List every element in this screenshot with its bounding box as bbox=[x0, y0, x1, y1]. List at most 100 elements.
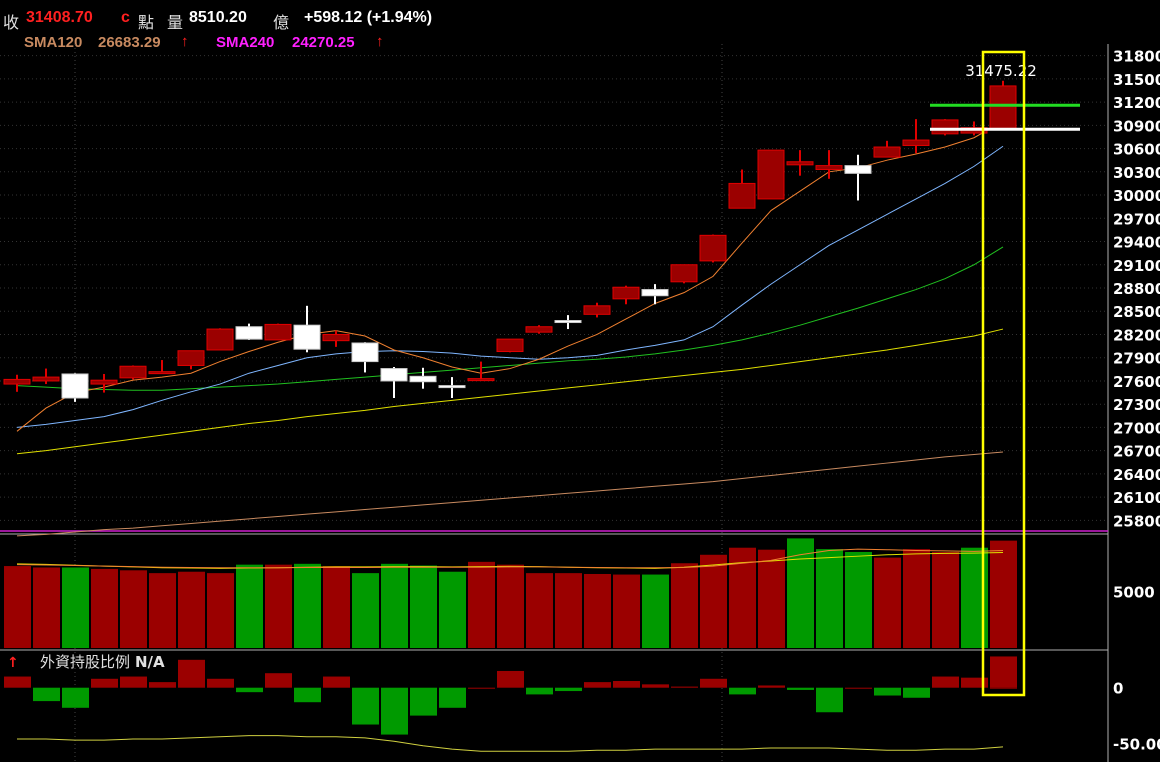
candle-body bbox=[583, 305, 611, 315]
price-tick-label: 27000 bbox=[1113, 419, 1160, 437]
volume-label: 量 bbox=[167, 15, 184, 32]
candle-body bbox=[989, 85, 1017, 130]
volume-bar bbox=[700, 554, 727, 648]
candle-body bbox=[757, 149, 785, 200]
candle-body bbox=[380, 368, 408, 382]
indicator-pane: 外資持股比例 N/A ↑ bbox=[4, 653, 1017, 752]
indicator-bar bbox=[671, 686, 698, 688]
candle-body bbox=[90, 379, 118, 385]
volume-bar bbox=[410, 565, 437, 648]
indicator-bar bbox=[468, 687, 495, 689]
volume-bar bbox=[62, 567, 89, 648]
indicator-bar bbox=[526, 687, 553, 695]
volume-bar bbox=[874, 557, 901, 648]
indicator-bar bbox=[932, 676, 959, 688]
volume-bar bbox=[439, 571, 466, 648]
unit-label: 點 bbox=[138, 15, 155, 32]
indicator-tick-label: 0 bbox=[1113, 680, 1123, 698]
indicator-bar bbox=[381, 687, 408, 735]
quote-header: 收 31408.70 c 點 量 8510.20 億 +598.12 (+1.9… bbox=[0, 0, 1160, 36]
indicator-bar bbox=[758, 685, 785, 688]
indicator-bar bbox=[555, 687, 582, 692]
candle-body bbox=[264, 323, 292, 341]
candle-body bbox=[670, 264, 698, 283]
volume-bar bbox=[468, 561, 495, 648]
indicator-bar bbox=[990, 687, 1017, 689]
volume-bar bbox=[584, 573, 611, 648]
indicator-bar bbox=[439, 687, 466, 708]
price-tick-label: 30000 bbox=[1113, 187, 1160, 205]
price-tick-label: 27900 bbox=[1113, 350, 1160, 368]
price-tick-label: 28800 bbox=[1113, 280, 1160, 298]
indicator-bar bbox=[903, 687, 930, 698]
indicator-bar bbox=[816, 687, 843, 713]
volume-bar bbox=[497, 564, 524, 648]
indicator-bar bbox=[845, 687, 872, 689]
sma240-value: 24270.25 bbox=[292, 34, 355, 51]
volume-bar bbox=[555, 573, 582, 648]
price-pane: 31475.22 bbox=[3, 62, 1080, 537]
volume-bar bbox=[758, 549, 785, 648]
candle-body bbox=[815, 165, 843, 170]
indicator-bar bbox=[120, 676, 147, 688]
candle-body bbox=[32, 376, 60, 382]
volume-bar bbox=[381, 563, 408, 648]
volume-bar bbox=[932, 551, 959, 648]
change-value: +598.12 (+1.94%) bbox=[304, 9, 433, 26]
volume-bar bbox=[323, 566, 350, 648]
sma240-arrow-icon: ↑ bbox=[376, 33, 384, 50]
indicator-bar bbox=[33, 687, 60, 702]
sma120-line bbox=[16, 451, 1004, 537]
candle-body bbox=[467, 378, 495, 382]
candle-body bbox=[902, 139, 930, 146]
candle-body bbox=[554, 320, 582, 324]
unit-mark: c bbox=[121, 9, 130, 26]
indicator-bar bbox=[729, 687, 756, 695]
indicator-bar bbox=[961, 677, 988, 688]
volume-bar bbox=[816, 549, 843, 648]
indicator-label: 外資持股比例 bbox=[40, 653, 130, 671]
indicator-bar bbox=[91, 678, 118, 688]
candle-body bbox=[496, 338, 524, 353]
sma240-label: SMA240 bbox=[216, 34, 275, 51]
volume-bar bbox=[33, 567, 60, 648]
price-tick-label: 29400 bbox=[1113, 234, 1160, 252]
close-value: 31408.70 bbox=[26, 9, 93, 26]
sma10-line bbox=[16, 145, 1004, 428]
sma60-line bbox=[16, 328, 1004, 455]
indicator-tick-label: -50.00 bbox=[1113, 735, 1160, 753]
indicator-bar bbox=[700, 678, 727, 688]
indicator-bar bbox=[642, 684, 669, 688]
indicator-bar bbox=[178, 659, 205, 688]
candle-body bbox=[438, 385, 466, 389]
indicator-bar bbox=[584, 682, 611, 688]
candle-body bbox=[119, 365, 147, 379]
price-tick-label: 27300 bbox=[1113, 396, 1160, 414]
indicator-bar bbox=[236, 687, 263, 693]
candle-body bbox=[728, 182, 756, 209]
candle-body bbox=[351, 342, 379, 363]
candle-body bbox=[409, 375, 437, 383]
candle-body bbox=[235, 326, 263, 340]
volume-bar bbox=[526, 573, 553, 648]
price-tick-label: 26100 bbox=[1113, 489, 1160, 507]
candle-body bbox=[844, 165, 872, 174]
volume-bar bbox=[990, 540, 1017, 648]
volume-bar bbox=[91, 568, 118, 648]
candle-body bbox=[206, 328, 234, 351]
volume-bar bbox=[149, 573, 176, 648]
price-axis: 31800 31500 31200 30900 30600 30300 30000 29700… bbox=[1113, 48, 1160, 754]
indicator-bar bbox=[294, 687, 321, 703]
price-tick-label: 31500 bbox=[1113, 71, 1160, 89]
volume-value: 8510.20 bbox=[189, 9, 247, 26]
volume-tick-label: 5000 bbox=[1113, 584, 1155, 602]
volume-bar bbox=[120, 570, 147, 648]
indicator-bar bbox=[874, 687, 901, 696]
grid-lines bbox=[0, 44, 1109, 762]
high-price-annotation: 31475.22 bbox=[965, 62, 1037, 80]
indicator-bar bbox=[323, 676, 350, 688]
volume-unit: 億 bbox=[273, 15, 290, 32]
candle-body bbox=[699, 234, 727, 262]
indicator-bar bbox=[990, 656, 1017, 688]
